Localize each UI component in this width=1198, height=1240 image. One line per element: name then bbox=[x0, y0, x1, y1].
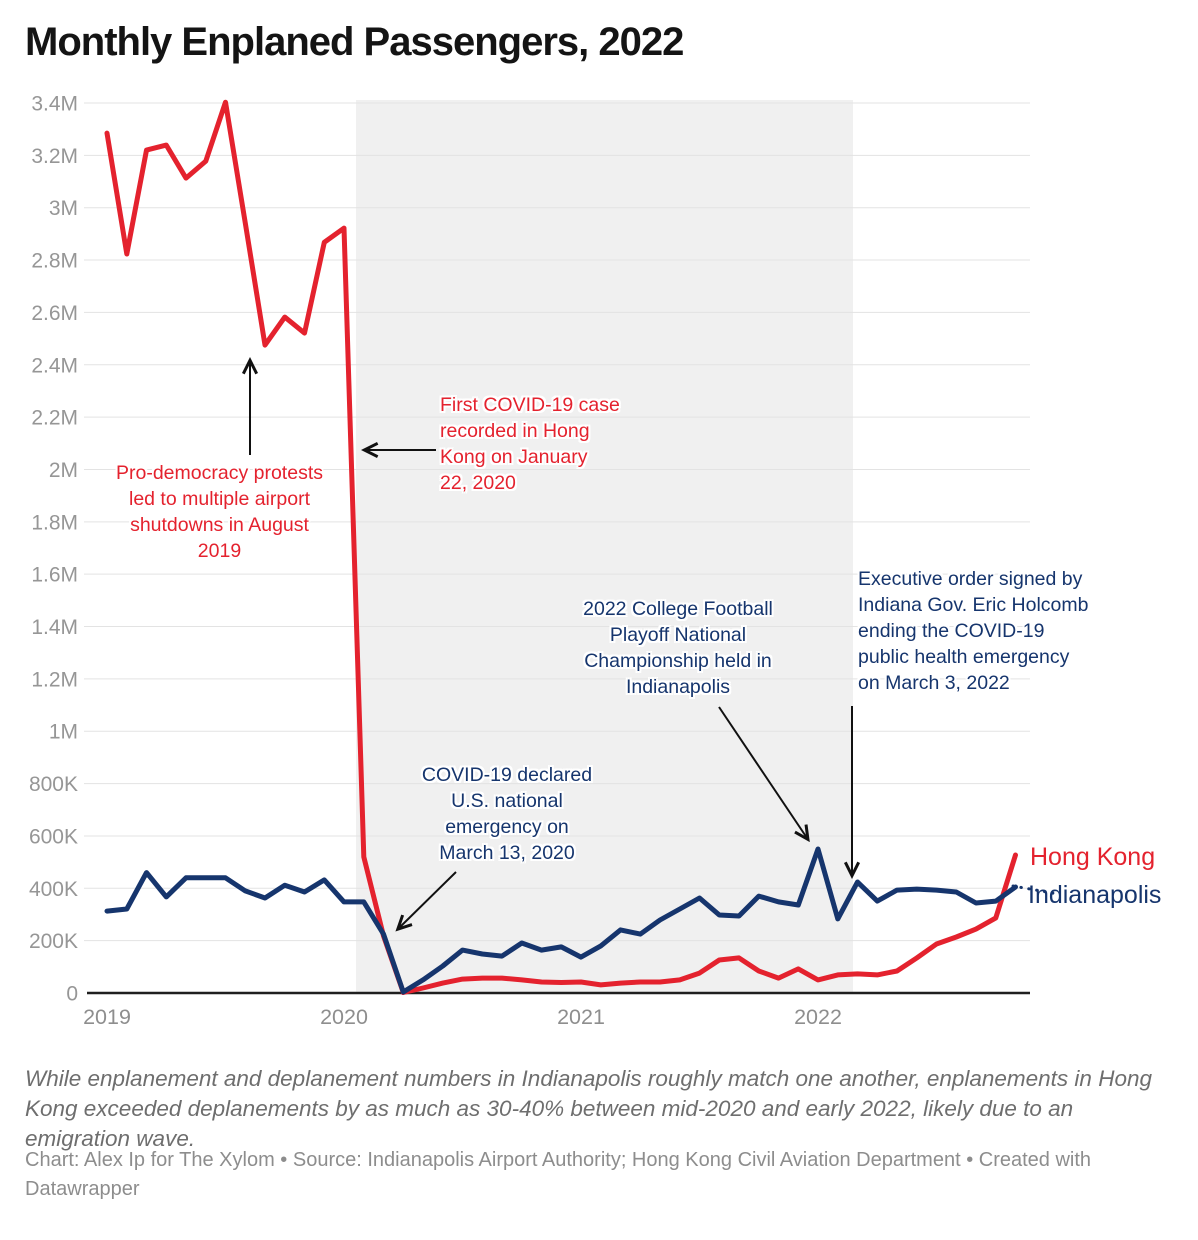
us-emergency-arrow-icon bbox=[399, 871, 457, 928]
legend-hong-kong: Hong Kong bbox=[1030, 843, 1156, 871]
y-axis-tick-label: 600K bbox=[29, 825, 78, 848]
y-axis-tick-label: 400K bbox=[29, 878, 78, 901]
y-axis-tick-label: 1.8M bbox=[31, 511, 78, 534]
y-axis-tick-label: 3M bbox=[49, 197, 78, 220]
annotation-college-football-playoff: 2022 College Football Playoff National C… bbox=[583, 598, 773, 698]
legend-indianapolis: Indianapolis bbox=[1028, 881, 1162, 909]
y-axis-tick-label: 3.2M bbox=[31, 145, 78, 168]
y-axis-tick-label: 2.4M bbox=[31, 354, 78, 377]
y-axis-tick-label: 0 bbox=[66, 983, 78, 1006]
hong-kong-line bbox=[104, 99, 1018, 995]
y-axis-tick-label: 2.2M bbox=[31, 407, 78, 430]
y-axis-tick-label: 2M bbox=[49, 459, 78, 482]
y-axis-tick-label: 3.4M bbox=[31, 93, 78, 116]
indianapolis-label-connector bbox=[1011, 884, 1060, 896]
x-axis-tick-label: 2020 bbox=[320, 1005, 368, 1029]
x-axis-tick-label: 2021 bbox=[557, 1005, 605, 1029]
y-axis-tick-label: 200K bbox=[29, 930, 78, 953]
y-axis-tick-label: 1.2M bbox=[31, 668, 78, 691]
y-axis-tick-label: 1M bbox=[49, 721, 78, 744]
cfp-arrow-icon bbox=[718, 706, 807, 838]
indianapolis-line bbox=[104, 846, 1018, 995]
y-axis-tick-label: 2.6M bbox=[31, 302, 78, 325]
y-axis-tick-label: 800K bbox=[29, 773, 78, 796]
page-title: Monthly Enplaned Passengers, 2022 bbox=[25, 20, 684, 64]
annotation-protests: Pro-democracy protests led to multiple a… bbox=[116, 462, 323, 562]
y-axis-tick-label: 1.6M bbox=[31, 564, 78, 587]
covid-period-band bbox=[356, 100, 853, 993]
y-axis-tick-label: 2.8M bbox=[31, 250, 78, 273]
annotation-first-covid-case: First COVID-19 case recorded in Hong Kon… bbox=[440, 394, 620, 494]
y-axis-tick-label: 1.4M bbox=[31, 616, 78, 639]
chart-credit: Chart: Alex Ip for The Xylom • Source: I… bbox=[25, 1149, 1092, 1200]
annotation-us-emergency: COVID-19 declared U.S. national emergenc… bbox=[421, 764, 593, 864]
x-axis-tick-label: 2022 bbox=[794, 1005, 842, 1029]
x-axis-tick-label: 2019 bbox=[83, 1005, 131, 1029]
line-chart-canvas: 0 200K 400K 600K 800K 1M 1.2M 1.4M 1.6M 1.8M 2M 2.2… bbox=[29, 93, 1060, 1029]
chart-description: While enplanement and deplanement number… bbox=[25, 1066, 1152, 1151]
annotation-executive-order: Executive order signed by Indiana Gov. E… bbox=[858, 568, 1089, 694]
